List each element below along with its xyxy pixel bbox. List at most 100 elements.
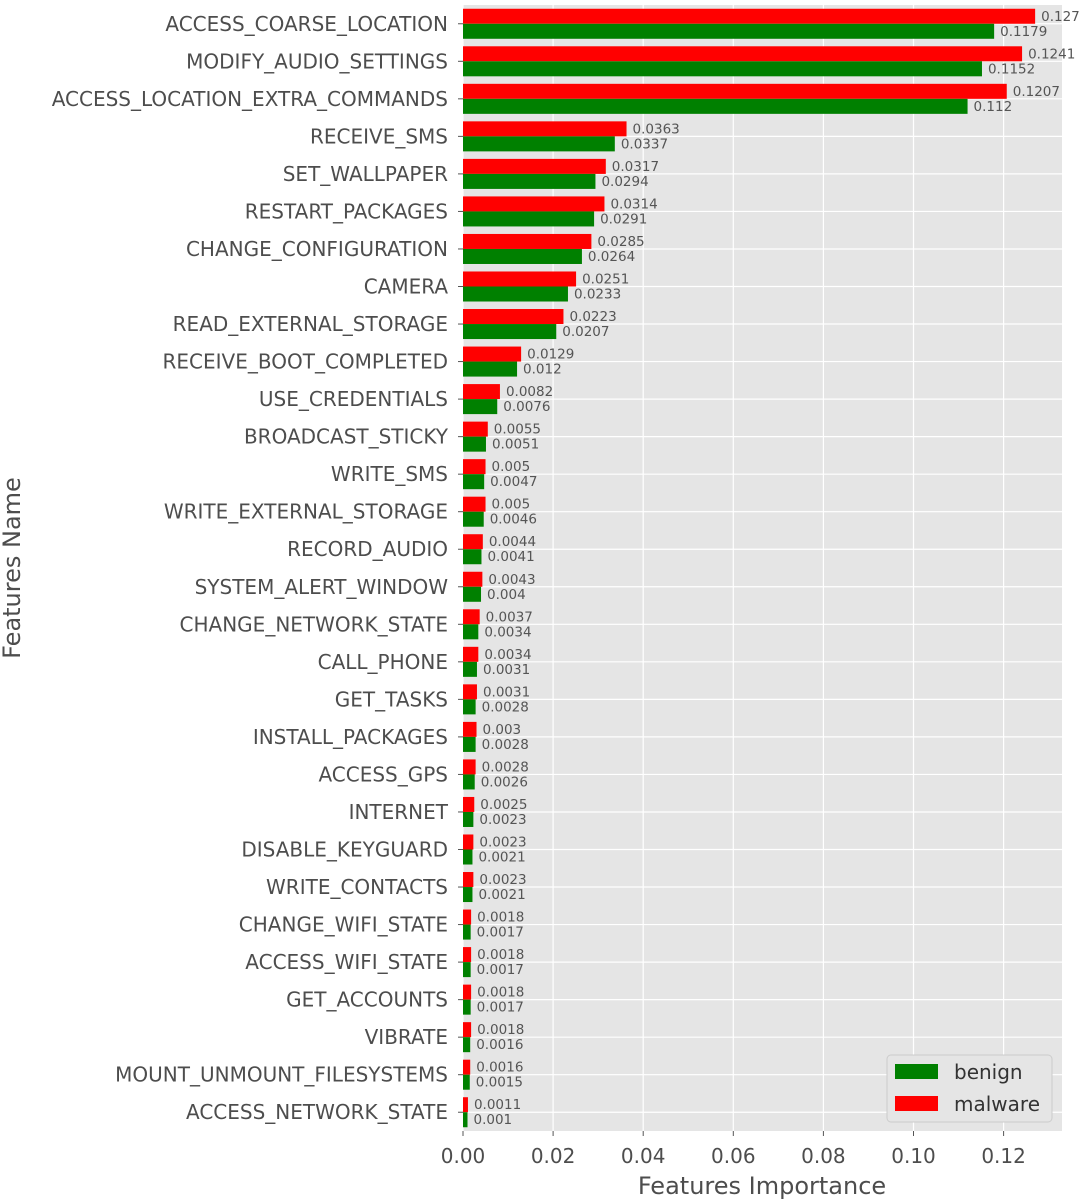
- bar-malware: [463, 158, 606, 174]
- bar-benign: [463, 549, 482, 565]
- bar-benign: [463, 849, 473, 865]
- plot-background: [463, 5, 1062, 1131]
- category-label: WRITE_EXTERNAL_STORAGE: [164, 500, 448, 524]
- bar-benign: [463, 962, 471, 978]
- category-label: CHANGE_CONFIGURATION: [186, 237, 448, 261]
- x-tick-label: 0.10: [891, 1144, 936, 1168]
- category-label: CAMERA: [364, 275, 449, 299]
- value-label-benign: 0.112: [974, 99, 1013, 115]
- legend-swatch-benign: [895, 1064, 938, 1079]
- bar-benign: [463, 511, 484, 527]
- bar-benign: [463, 211, 595, 227]
- value-label-benign: 0.0294: [601, 174, 648, 190]
- category-label: ACCESS_COARSE_LOCATION: [165, 12, 448, 36]
- category-label: RECEIVE_BOOT_COMPLETED: [163, 350, 448, 374]
- value-label-malware: 0.0285: [597, 234, 644, 250]
- bar-malware: [463, 1022, 472, 1038]
- value-label-malware: 0.0028: [482, 759, 529, 775]
- value-label-malware: 0.0034: [484, 647, 531, 663]
- value-label-benign: 0.1179: [1000, 24, 1047, 40]
- bar-malware: [463, 947, 472, 963]
- value-label-malware: 0.0031: [483, 684, 530, 700]
- category-label: USE_CREDENTIALS: [259, 387, 448, 411]
- value-label-malware: 0.005: [492, 497, 531, 513]
- bar-benign: [463, 699, 476, 715]
- bar-benign: [463, 474, 485, 490]
- category-label: RECORD_AUDIO: [287, 537, 448, 561]
- value-label-malware: 0.1241: [1028, 46, 1075, 62]
- value-label-malware: 0.003: [483, 722, 522, 738]
- category-label: SET_WALLPAPER: [283, 162, 448, 186]
- category-label: CHANGE_WIFI_STATE: [239, 913, 448, 937]
- bar-benign: [463, 887, 473, 903]
- bar-benign: [463, 586, 482, 602]
- bar-malware: [463, 384, 500, 400]
- category-label: VIBRATE: [365, 1025, 448, 1049]
- bar-benign: [463, 98, 968, 114]
- bar-benign: [463, 811, 474, 827]
- x-tick-label: 0.04: [621, 1144, 666, 1168]
- category-label: ACCESS_NETWORK_STATE: [186, 1100, 448, 1124]
- category-label: CHANGE_NETWORK_STATE: [180, 612, 448, 636]
- bar-benign: [463, 999, 471, 1015]
- category-label: GET_TASKS: [335, 687, 448, 711]
- bar-benign: [463, 399, 498, 415]
- value-label-benign: 0.0023: [479, 812, 526, 828]
- bar-malware: [463, 759, 476, 775]
- value-label-malware: 0.0018: [477, 1022, 524, 1038]
- value-label-benign: 0.0016: [476, 1037, 523, 1053]
- bar-malware: [463, 421, 488, 437]
- bar-malware: [463, 721, 477, 737]
- x-tick-label: 0.08: [801, 1144, 846, 1168]
- legend-label-malware: malware: [954, 1092, 1040, 1116]
- bar-benign: [463, 248, 582, 264]
- bar-malware: [463, 684, 477, 700]
- value-label-malware: 0.0018: [477, 985, 524, 1001]
- value-label-benign: 0.0034: [484, 624, 531, 640]
- category-label: RECEIVE_SMS: [310, 124, 448, 148]
- value-label-malware: 0.0251: [582, 271, 629, 287]
- bar-malware: [463, 83, 1007, 99]
- legend-label-benign: benign: [954, 1060, 1023, 1084]
- bar-benign: [463, 136, 615, 152]
- value-label-malware: 0.0023: [479, 872, 526, 888]
- bar-benign: [463, 1074, 470, 1090]
- value-label-malware: 0.0223: [569, 309, 616, 325]
- bar-benign: [463, 61, 982, 77]
- bar-benign: [463, 286, 568, 302]
- value-label-benign: 0.0015: [476, 1075, 523, 1091]
- category-label: WRITE_SMS: [331, 462, 448, 486]
- bar-malware: [463, 233, 592, 249]
- bar-benign: [463, 23, 995, 39]
- value-label-benign: 0.0076: [503, 399, 550, 415]
- x-tick-group: 0.00 0.02 0.04 0.06 0.08 0.10 0.12: [441, 1131, 1026, 1168]
- value-label-benign: 0.012: [523, 362, 562, 378]
- category-label: GET_ACCOUNTS: [286, 988, 448, 1012]
- bar-malware: [463, 271, 577, 287]
- value-label-benign: 0.0264: [588, 249, 635, 265]
- x-tick-label: 0.12: [981, 1144, 1026, 1168]
- category-label: RESTART_PACKAGES: [245, 199, 448, 223]
- value-label-benign: 0.0021: [478, 887, 525, 903]
- bar-benign: [463, 173, 596, 189]
- category-label: ACCESS_WIFI_STATE: [245, 950, 448, 974]
- value-label-malware: 0.0011: [474, 1097, 521, 1113]
- bar-malware: [463, 346, 522, 362]
- category-label: WRITE_CONTACTS: [266, 875, 448, 899]
- category-label: INSTALL_PACKAGES: [253, 725, 448, 749]
- bar-benign: [463, 324, 557, 340]
- value-label-benign: 0.0207: [562, 324, 609, 340]
- value-label-malware: 0.0043: [488, 572, 535, 588]
- category-label: MODIFY_AUDIO_SETTINGS: [186, 49, 448, 73]
- category-label: ACCESS_LOCATION_EXTRA_COMMANDS: [52, 87, 448, 111]
- category-label: MOUNT_UNMOUNT_FILESYSTEMS: [115, 1063, 448, 1087]
- category-label: BROADCAST_STICKY: [244, 425, 449, 449]
- bar-malware: [463, 834, 474, 850]
- bar-benign: [463, 736, 476, 752]
- bar-benign: [463, 774, 475, 790]
- bar-benign: [463, 436, 486, 452]
- category-label: ACCESS_GPS: [318, 762, 448, 786]
